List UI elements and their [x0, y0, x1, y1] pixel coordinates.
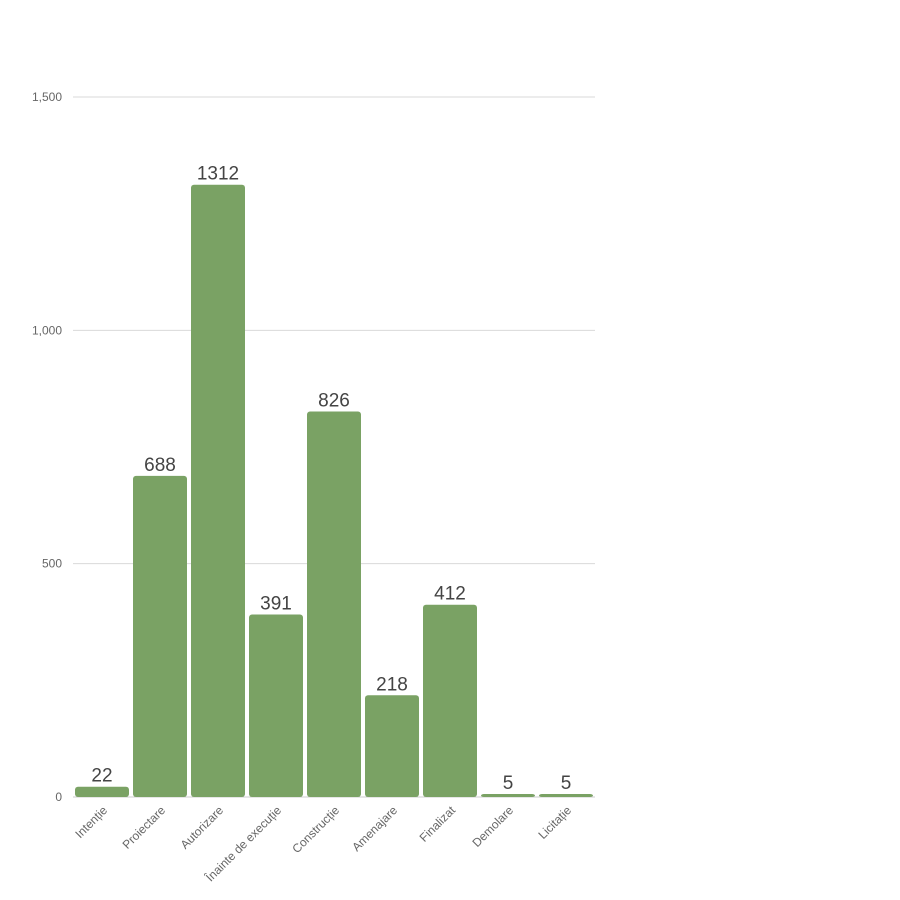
- x-tick-label: Licitație: [535, 803, 574, 842]
- bar-data-label: 5: [503, 773, 514, 794]
- x-tick-label: Amenajare: [349, 803, 400, 854]
- y-tick-label: 500: [42, 557, 62, 571]
- y-axis-ticks: 0 500 1,000 1,500: [32, 90, 62, 804]
- x-tick-label: Autorizare: [178, 803, 227, 852]
- bar-intenție: [75, 786, 129, 797]
- bar-licitație: [539, 794, 593, 797]
- bar-amenajare: [365, 695, 419, 797]
- bar-data-label: 826: [318, 391, 350, 412]
- bars: [75, 184, 593, 797]
- bar-proiectare: [133, 475, 187, 797]
- bar-data-label: 391: [260, 594, 292, 615]
- bar-data-label: 688: [144, 455, 176, 476]
- x-tick-label: Proiectare: [120, 803, 169, 852]
- y-tick-label: 1,000: [32, 323, 62, 337]
- bar-finalizat: [423, 604, 477, 797]
- x-tick-label: Intenție: [72, 803, 110, 841]
- bar-construcție: [307, 411, 361, 797]
- data-labels: 22 688 1312 391 826 218 412 5 5: [91, 164, 571, 794]
- bar-data-label: 412: [434, 584, 466, 605]
- y-tick-label: 1,500: [32, 90, 62, 104]
- bar-data-label: 218: [376, 674, 408, 695]
- y-tick-label: 0: [55, 790, 62, 804]
- bar-data-label: 5: [561, 773, 572, 794]
- bar-data-label: 1312: [197, 164, 239, 185]
- bar-demolare: [481, 794, 535, 797]
- bar-autorizare: [191, 184, 245, 797]
- bar-înainte-de-execuție: [249, 614, 303, 797]
- x-tick-label: Construcție: [289, 803, 342, 856]
- bar-data-label: 22: [91, 766, 112, 787]
- x-tick-label: Demolare: [469, 803, 516, 850]
- x-tick-label: Finalizat: [417, 803, 459, 845]
